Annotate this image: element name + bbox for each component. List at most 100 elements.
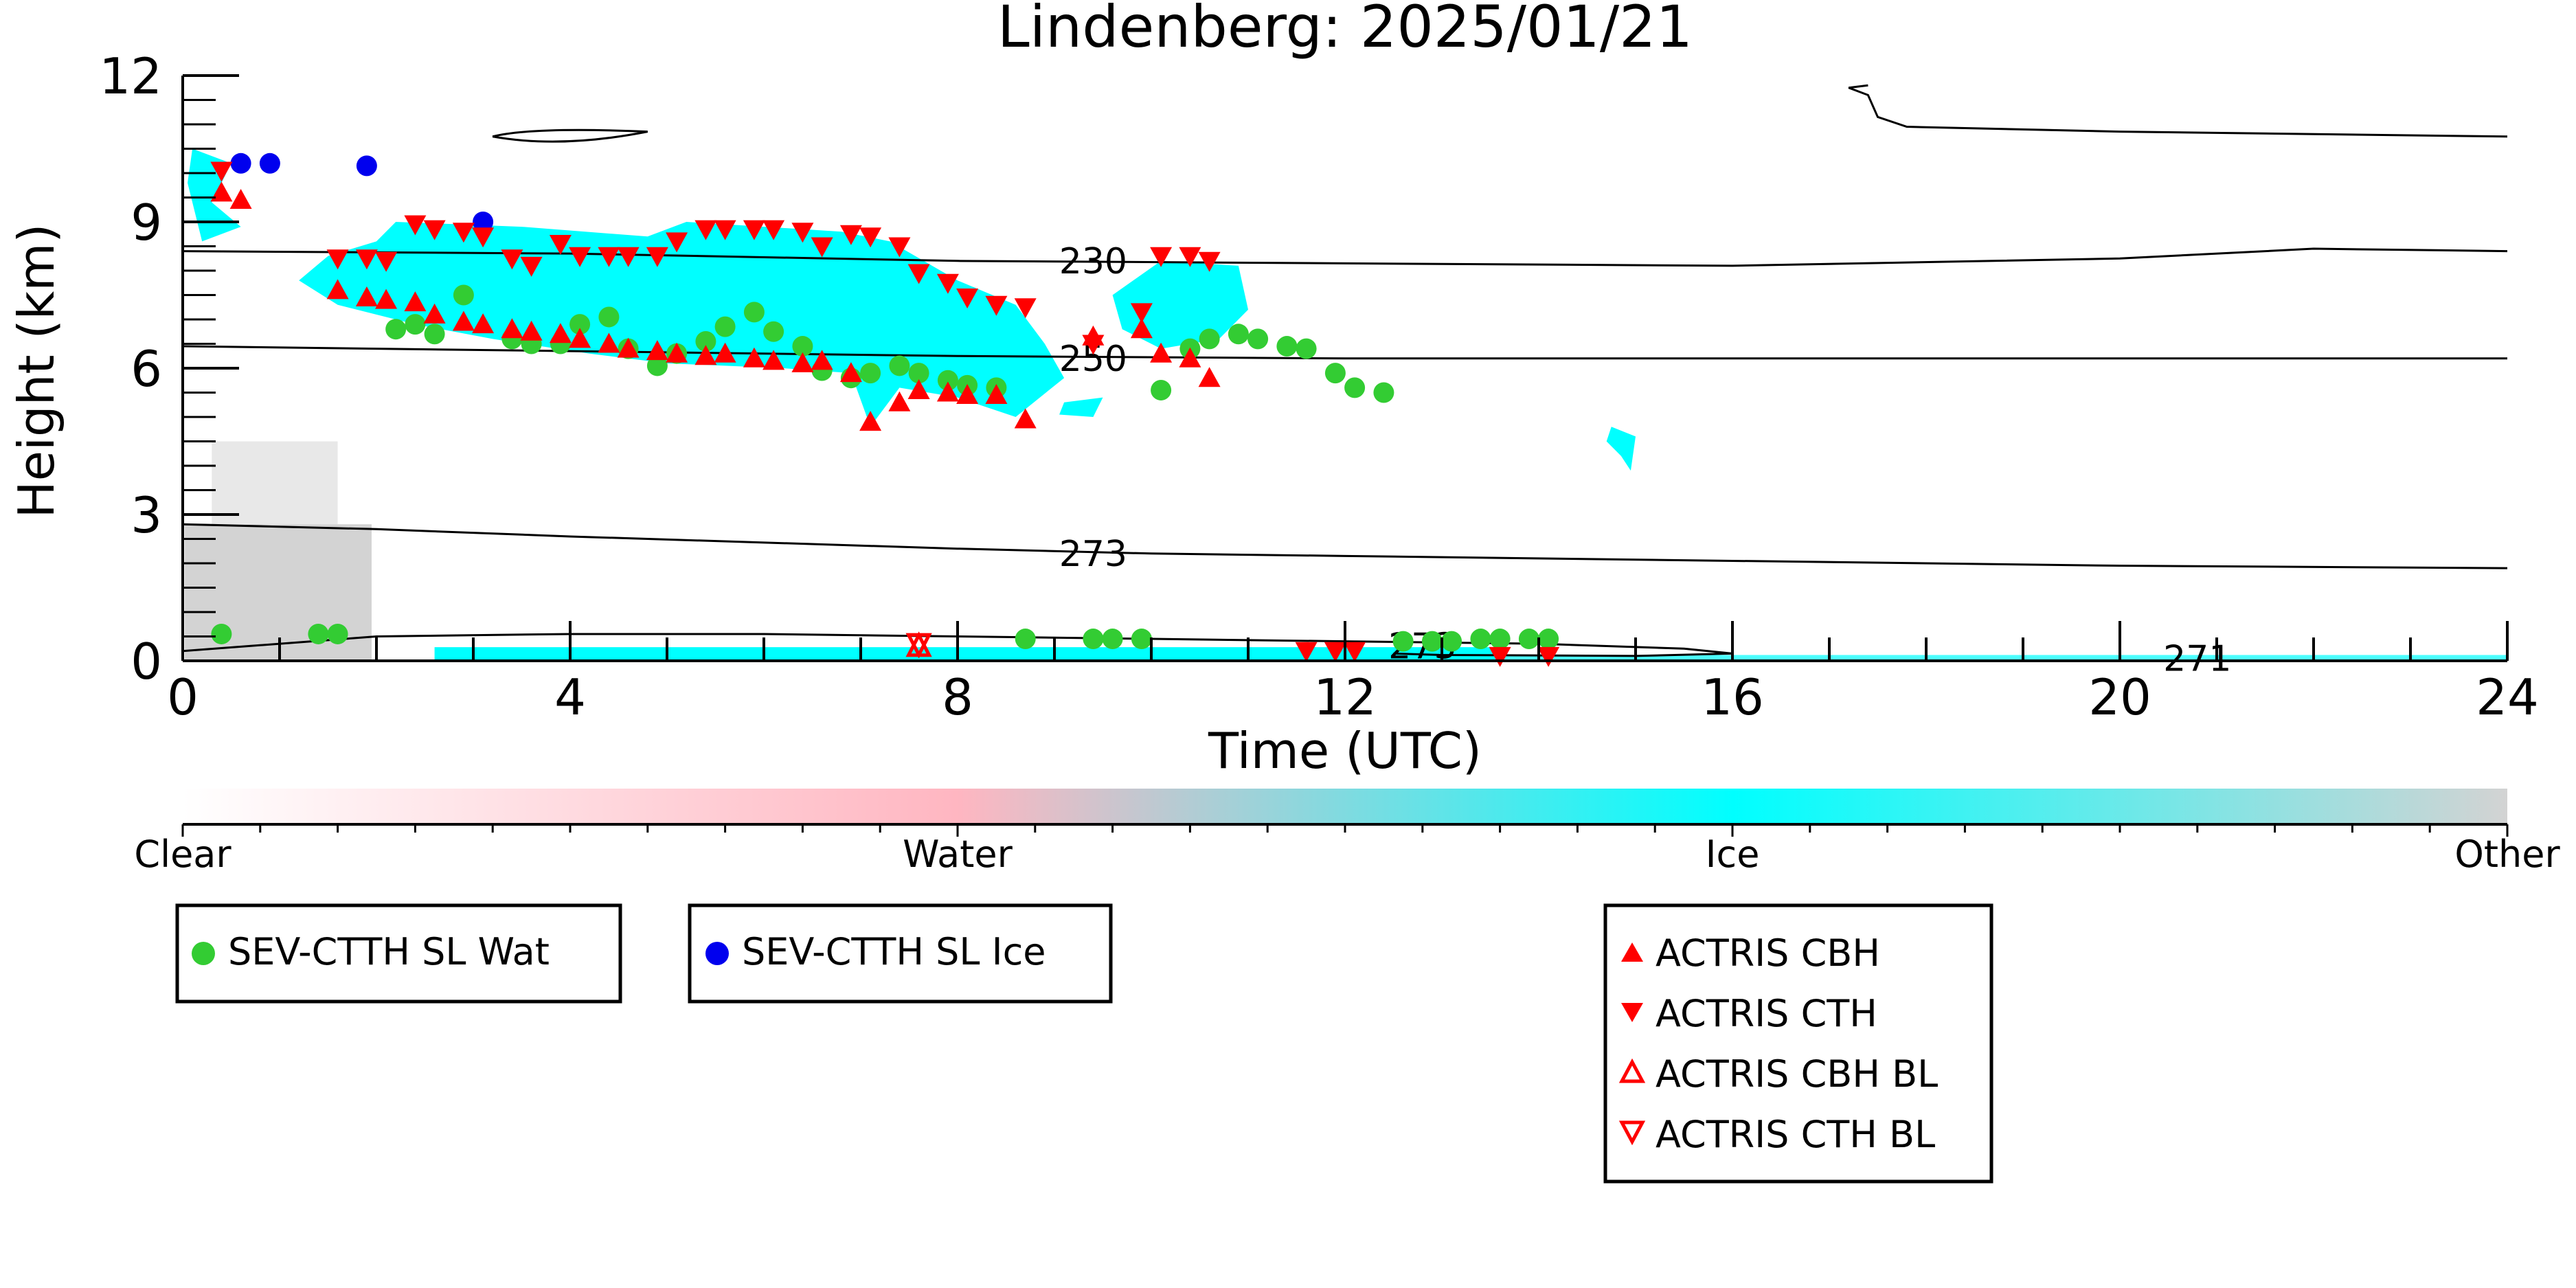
other-region-sparse [212, 441, 338, 525]
legend-actris: ACTRIS CBH ACTRIS CTH ACTRIS CBH BL ACTR… [1603, 903, 1993, 1184]
marker-actris-cbh-30 [1014, 408, 1037, 429]
marker-actris-cbh-26 [907, 379, 930, 399]
contour-label-2: 273 [1059, 534, 1127, 575]
marker-actris-cth-11 [569, 247, 591, 267]
marker-sev-ctth-sl-wat-2 [327, 623, 348, 644]
marker-sev-ctth-sl-wat-40 [1344, 377, 1366, 398]
marker-actris-cbh-29 [985, 384, 1008, 405]
legend-marker-ice [705, 942, 729, 965]
marker-actris-cth-17 [714, 220, 736, 240]
marker-actris-cth-5 [423, 220, 446, 240]
marker-sev-ctth-sl-wat-35 [1228, 324, 1249, 345]
marker-sev-ctth-sl-wat-38 [1296, 338, 1317, 359]
marker-actris-cbh-15 [646, 340, 668, 361]
ice-cloud-region-3 [1606, 427, 1636, 471]
legend-label-cth: ACTRIS CTH [1656, 992, 1877, 1035]
marker-actris-cbh-16 [666, 342, 688, 363]
y-tick-label-12: 12 [99, 47, 162, 105]
marker-actris-cth-13 [617, 247, 640, 267]
marker-sev-ctth-sl-wat-39 [1324, 363, 1346, 384]
marker-actris-cbh-0 [210, 181, 233, 202]
marker-sev-ctth-sl-wat-5 [424, 324, 445, 345]
marker-sev-ctth-sl-ice-2 [356, 155, 377, 177]
marker-actris-cbh-24 [859, 411, 882, 431]
marker-sev-ctth-sl-ice-0 [230, 152, 251, 174]
chart-title: Lindenberg: 2025/01/21 [997, 0, 1693, 60]
y-tick-label-3: 3 [131, 486, 162, 544]
marker-actris-cth-14 [646, 247, 668, 267]
marker-sev-ctth-sl-wat-16 [714, 316, 736, 337]
marker-actris-cth-8 [501, 249, 523, 270]
colorbar-label-clear: Clear [134, 833, 231, 876]
x-tick-label-8: 8 [942, 668, 973, 726]
legend-label-cth-bl: ACTRIS CTH BL [1656, 1113, 1935, 1156]
marker-sev-ctth-sl-ice-1 [259, 152, 280, 174]
legend-marker-cth-bl [1618, 1120, 1646, 1146]
marker-actris-cth-21 [811, 237, 833, 258]
marker-actris-cth-34 [1198, 251, 1221, 272]
cloud-mask-layer [184, 148, 2507, 661]
marker-sev-ctth-sl-wat-42 [1392, 631, 1414, 652]
marker-actris-cbh-3 [355, 286, 378, 307]
marker-sev-ctth-sl-wat-41 [1373, 382, 1394, 403]
marker-actris-cbh-20 [762, 350, 785, 370]
marker-actris-cth-12 [598, 247, 620, 267]
ice-cloud-region-4 [1059, 397, 1103, 417]
marker-actris-cth-1 [326, 249, 349, 270]
legend-satellite-ice: SEV-CTTH SL Ice [688, 903, 1113, 1004]
colorbar [183, 789, 2507, 824]
marker-sev-ctth-sl-wat-1 [308, 623, 329, 644]
marker-actris-cth-31 [1130, 303, 1153, 324]
marker-actris-cbh-1 [229, 189, 252, 210]
marker-actris-cbh-33 [1150, 342, 1173, 363]
marker-actris-cth-29 [1014, 298, 1037, 319]
marker-actris-cbh-32 [1130, 318, 1153, 339]
x-tick-label-4: 4 [554, 668, 586, 726]
legend-label-cbh: ACTRIS CBH [1656, 931, 1880, 975]
legend-marker-wat [192, 942, 215, 965]
marker-actris-cth-33 [1179, 247, 1201, 267]
marker-sev-ctth-sl-wat-37 [1276, 336, 1298, 357]
marker-actris-cbh-8 [472, 313, 495, 334]
marker-actris-cth-26 [936, 273, 959, 294]
y-axis-ticks: 0 3 6 9 12 [99, 47, 239, 690]
ice-cloud-region-2 [1112, 260, 1248, 349]
marker-sev-ctth-sl-wat-45 [1470, 629, 1491, 650]
contour-line-273-2 [182, 523, 2508, 569]
contour-line-upper [1848, 84, 2508, 138]
marker-actris-cbh-34 [1179, 347, 1201, 368]
y-tick-label-6: 6 [131, 340, 162, 398]
colorbar-label-other: Other [2454, 833, 2560, 876]
colorbar-ticks: Clear Water Ice Other [134, 824, 2560, 876]
marker-sev-ctth-sl-wat-15 [695, 330, 716, 352]
colorbar-label-ice: Ice [1706, 833, 1760, 876]
marker-sev-ctth-sl-wat-18 [763, 321, 784, 342]
marker-actris-cth-24 [888, 237, 911, 258]
marker-actris-cbh-18 [714, 342, 736, 363]
contour-line-250-1 [182, 345, 2507, 360]
legend-label-wat: SEV-CTTH SL Wat [228, 930, 550, 973]
legend-marker-cbh-bl [1618, 1058, 1646, 1083]
marker-actris-cth-37 [1344, 642, 1366, 662]
marker-actris-cbh-35 [1198, 367, 1221, 387]
marker-sev-ctth-sl-wat-11 [598, 306, 620, 328]
marker-actris-cth-39 [1537, 646, 1560, 667]
x-tick-label-24: 24 [2476, 668, 2539, 726]
marker-actris-cth-25 [907, 264, 930, 284]
marker-actris-cbh-25 [888, 391, 911, 411]
marker-actris-cth-35 [1295, 642, 1318, 662]
marker-actris-cbh-19 [743, 347, 765, 368]
legend-marker-cth [1621, 1003, 1643, 1022]
marker-actris-cth-16 [694, 220, 717, 240]
marker-sev-ctth-sl-wat-19 [792, 336, 813, 357]
marker-actris-cth-3 [375, 251, 398, 272]
marker-actris-cbh-28 [956, 384, 979, 405]
contour-closed-upper [492, 128, 648, 143]
marker-actris-cth-4 [404, 215, 427, 236]
marker-sev-ctth-sl-wat-6 [453, 284, 474, 306]
marker-actris-cbh-27 [936, 381, 959, 402]
x-tick-label-20: 20 [2088, 668, 2151, 726]
marker-actris-cbh-2 [326, 279, 349, 300]
